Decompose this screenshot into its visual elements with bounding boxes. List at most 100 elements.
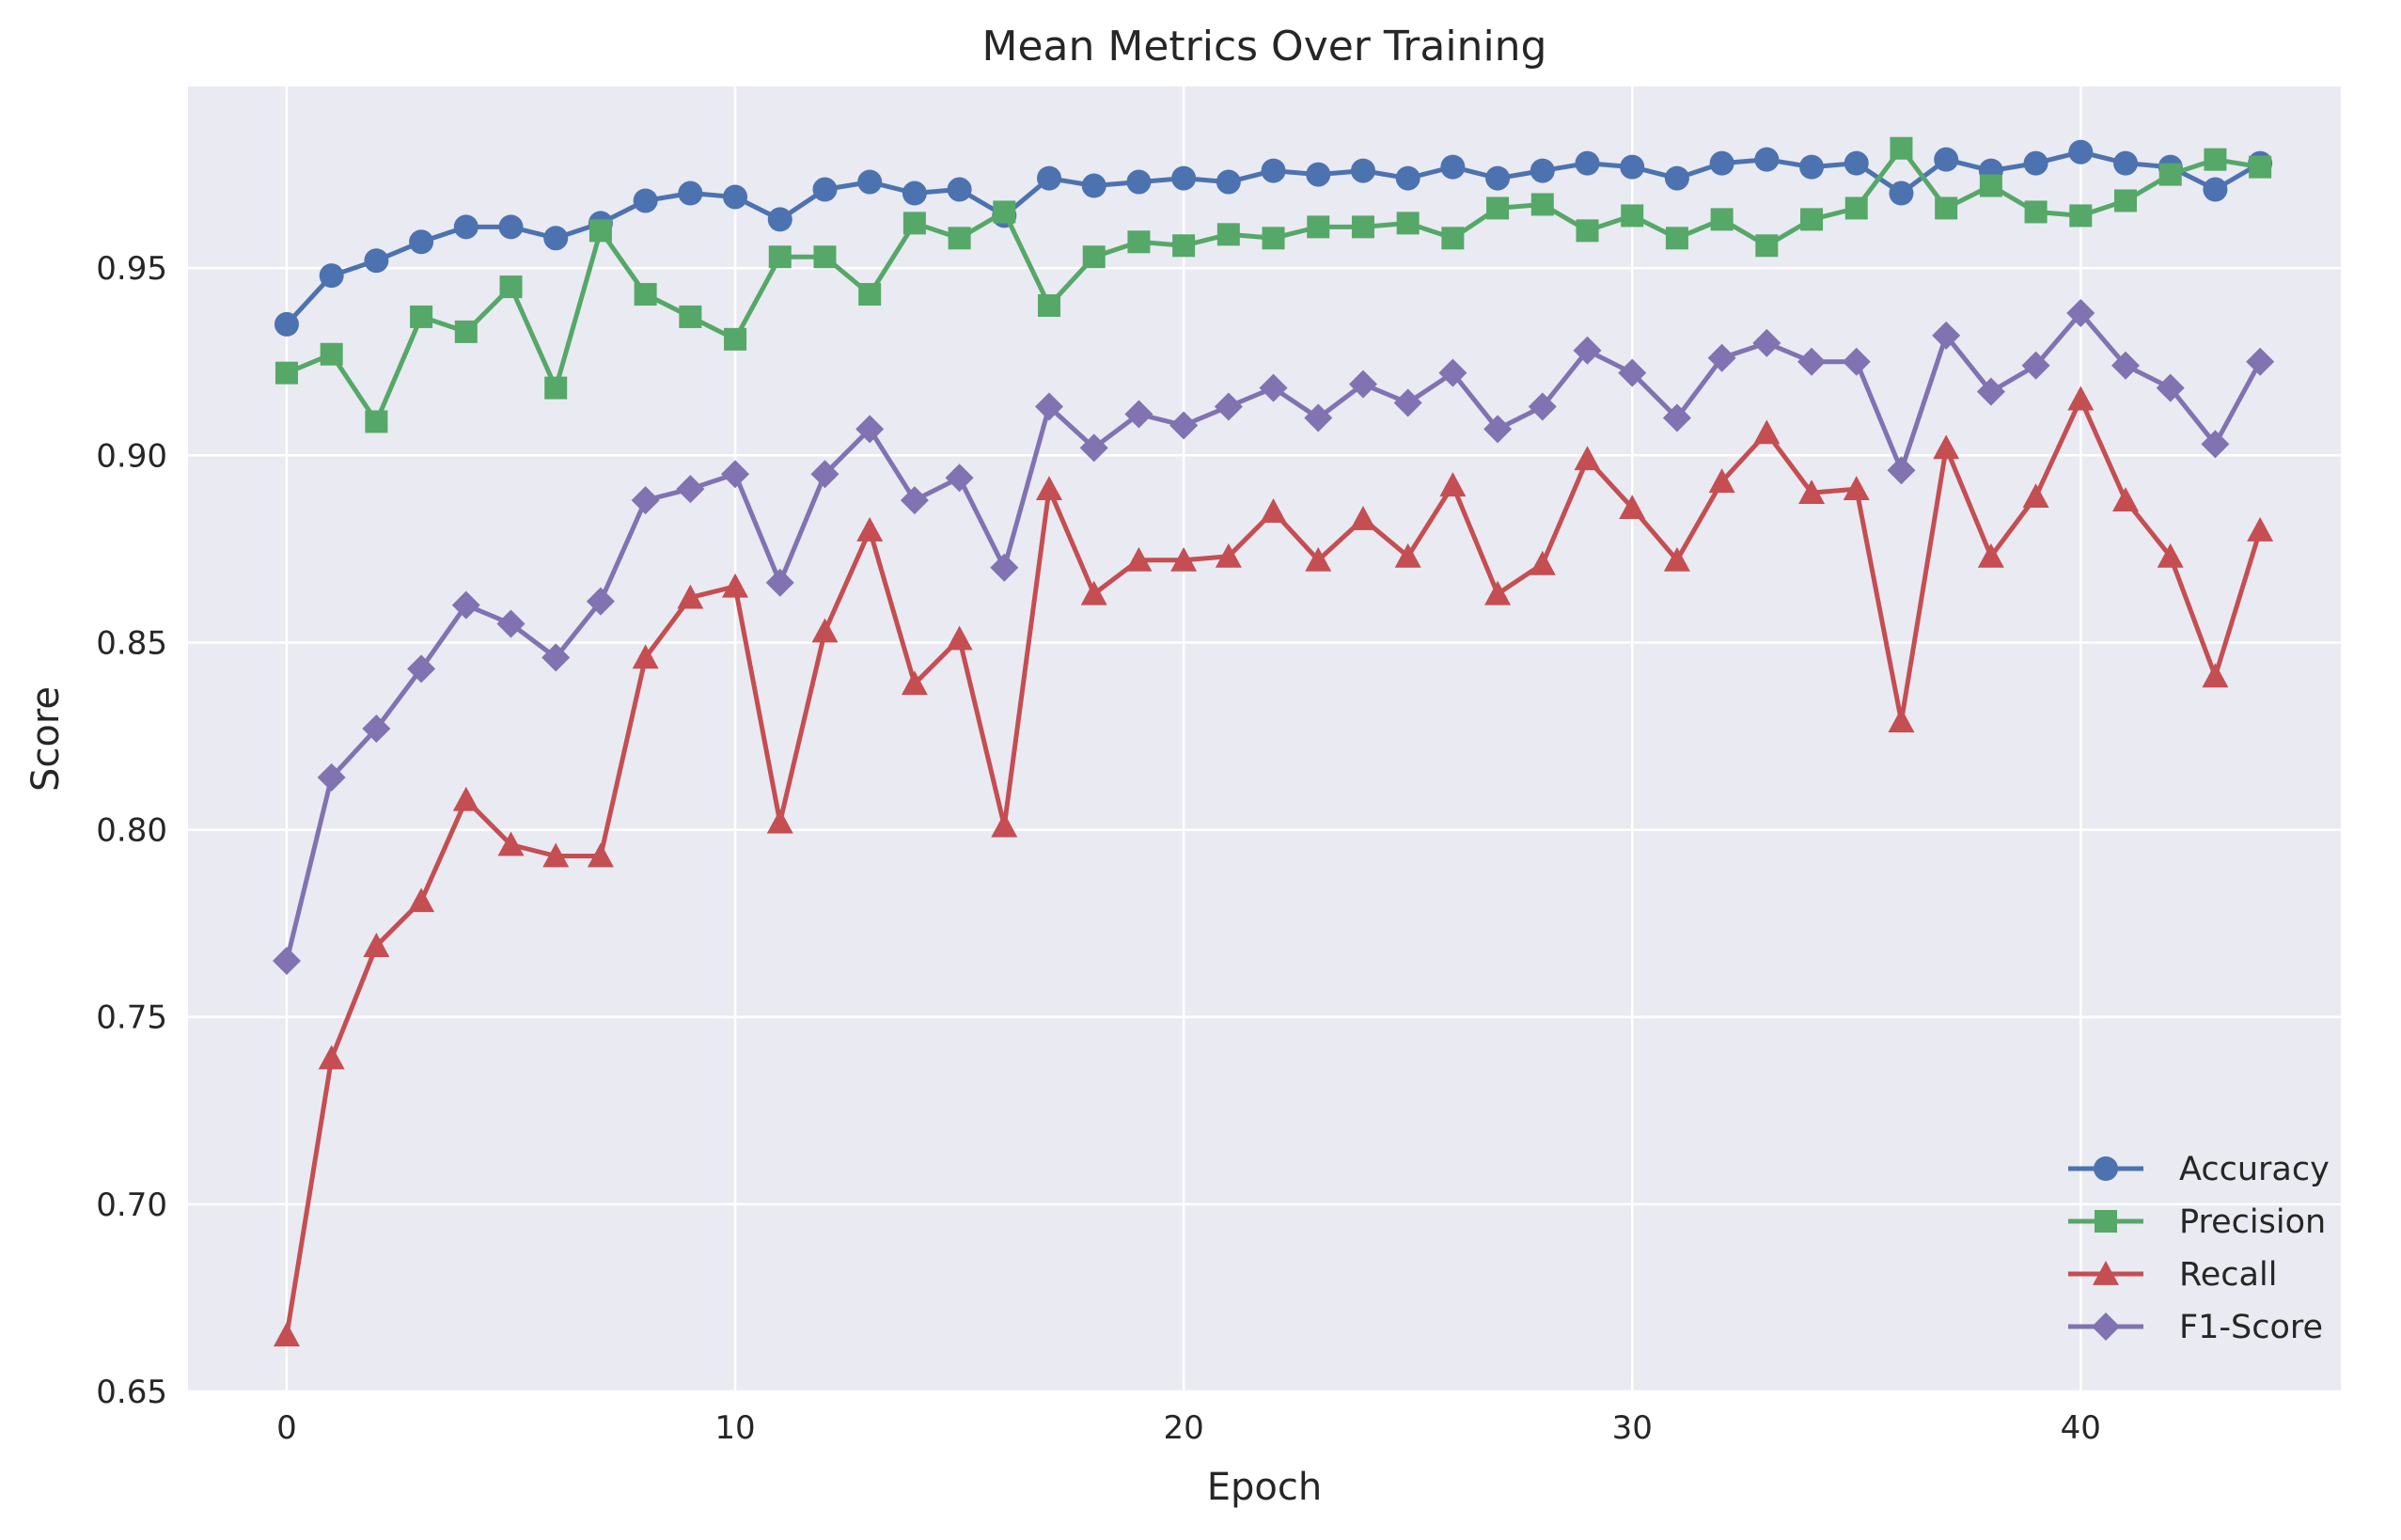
- f1-score-point: [1887, 456, 1916, 485]
- recall-point: [452, 786, 479, 811]
- precision-point: [588, 219, 612, 243]
- precision-point: [1396, 212, 1420, 235]
- accuracy-point: [543, 226, 569, 251]
- y-tick-label: 0.65: [96, 1374, 167, 1411]
- precision-point: [544, 376, 568, 400]
- series-f1-score: [272, 298, 2275, 975]
- accuracy-point: [274, 311, 299, 337]
- accuracy-point: [1844, 150, 1869, 176]
- recall-point: [1439, 472, 1467, 497]
- precision-point: [275, 361, 298, 385]
- f1-score-point: [496, 609, 526, 638]
- precision-point: [2249, 155, 2272, 179]
- recall-point: [2202, 663, 2229, 688]
- plot-area: [188, 86, 2341, 1391]
- recall-point: [946, 625, 973, 651]
- recall-point: [1933, 434, 1960, 460]
- recall-point: [632, 644, 659, 669]
- precision-point: [1755, 234, 1779, 258]
- precision-point: [2114, 189, 2137, 212]
- accuracy-point: [1889, 181, 1914, 206]
- precision-point: [1307, 215, 1330, 239]
- accuracy-point: [1620, 154, 1645, 180]
- recall-point: [1036, 476, 1062, 501]
- precision-point: [1127, 230, 1151, 254]
- precision-point: [1576, 219, 1599, 243]
- recall-point: [811, 618, 839, 643]
- precision-point: [454, 320, 478, 343]
- f1-score-point: [1797, 347, 1827, 376]
- f1-score-point: [1124, 400, 1153, 429]
- precision-point: [1844, 196, 1868, 220]
- f1-score-point: [676, 475, 705, 504]
- f1-score-point: [1932, 321, 1961, 350]
- series-recall: [273, 385, 2274, 1347]
- accuracy-point: [633, 188, 658, 213]
- recall-point: [1260, 498, 1287, 523]
- accuracy-point: [2023, 150, 2048, 176]
- precision-point: [1621, 204, 1644, 228]
- accuracy-point: [857, 169, 883, 195]
- accuracy-point: [1350, 158, 1375, 183]
- accuracy-point: [2113, 150, 2138, 176]
- precision-point: [2024, 200, 2048, 224]
- y-tick-label: 0.70: [96, 1186, 167, 1224]
- y-tick-label: 0.85: [96, 624, 167, 662]
- accuracy-point: [453, 214, 479, 240]
- accuracy-point: [678, 181, 703, 206]
- f1-score-point: [1214, 392, 1243, 421]
- precision-point: [320, 342, 343, 366]
- accuracy-point: [1395, 165, 1420, 191]
- precision-point: [634, 283, 657, 306]
- recall-point: [363, 933, 390, 957]
- recall-point: [2247, 516, 2274, 542]
- recall-point: [1619, 495, 1646, 519]
- y-tick-label: 0.95: [96, 250, 167, 288]
- f1-score-point: [1169, 411, 1199, 440]
- recall-point: [1125, 546, 1153, 572]
- legend-marker: [2093, 1261, 2119, 1285]
- recall-point: [901, 670, 928, 696]
- recall-point: [2067, 385, 2095, 411]
- f1-score-point: [855, 415, 885, 444]
- accuracy-point: [1530, 158, 1555, 183]
- legend-label: Accuracy: [2179, 1151, 2330, 1188]
- accuracy-point: [1664, 165, 1689, 191]
- precision-point: [1351, 215, 1374, 239]
- legend-item-accuracy: Accuracy: [2068, 1151, 2330, 1188]
- accuracy-point: [1485, 165, 1511, 191]
- recall-point: [2157, 542, 2184, 568]
- legend-marker: [2095, 1210, 2117, 1233]
- f1-score-point: [1259, 373, 1288, 402]
- recall-point: [1349, 506, 1376, 530]
- y-axis-label: Score: [24, 686, 68, 792]
- recall-point: [1753, 419, 1781, 445]
- precision-point: [1665, 227, 1688, 250]
- f1-score-point: [1304, 403, 1333, 432]
- y-tick-label: 0.90: [96, 437, 167, 475]
- accuracy-point: [1216, 169, 1241, 195]
- series-precision: [275, 136, 2272, 433]
- recall-point: [1484, 580, 1512, 605]
- ticks: 0 10 20 30 40 0.65 0.70 0.75 0.80 0.85 0.90 0.95: [96, 250, 2101, 1447]
- recall-point: [1708, 468, 1735, 494]
- f1-score-point: [1438, 358, 1467, 387]
- precision-point: [365, 410, 388, 433]
- legend-item-recall: Recall: [2068, 1256, 2277, 1294]
- accuracy-point: [947, 177, 972, 202]
- recall-point: [1305, 546, 1332, 572]
- accuracy-point: [1261, 158, 1286, 183]
- recall-point: [1574, 446, 1601, 471]
- recall-point: [1843, 476, 1870, 501]
- f1-score-point: [2021, 351, 2050, 380]
- precision-point: [1800, 208, 1824, 231]
- f1-score-point: [1976, 377, 2005, 406]
- precision-point: [499, 275, 523, 299]
- accuracy-point: [1575, 150, 1600, 176]
- precision-point: [724, 327, 747, 351]
- legend-item-precision: Precision: [2068, 1203, 2326, 1241]
- precision-point: [1890, 136, 1913, 160]
- accuracy-point: [1934, 147, 1959, 172]
